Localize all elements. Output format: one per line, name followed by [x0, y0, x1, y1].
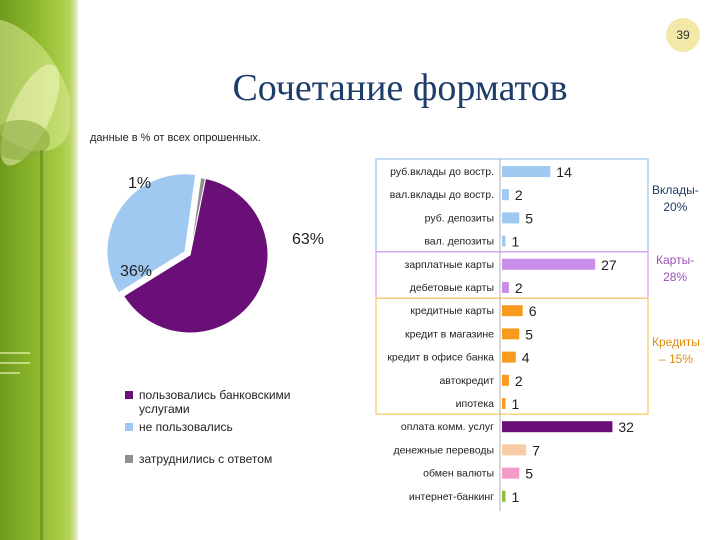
- bar: [502, 444, 527, 456]
- group-label-line: Вклады-: [652, 183, 699, 197]
- legend-swatch: [125, 455, 133, 463]
- bar-value-label: 5: [525, 210, 533, 226]
- bar-category-label: вал. депозиты: [424, 236, 494, 248]
- bar-value-label: 27: [601, 257, 617, 273]
- group-label: Вклады- 20%: [652, 182, 699, 216]
- bar-category-label: автокредит: [439, 375, 494, 387]
- bar-category-label: интернет-банкинг: [409, 491, 494, 503]
- bar-category-label: обмен валюты: [423, 468, 494, 480]
- bar: [502, 398, 506, 409]
- bar-category-label: ипотека: [456, 398, 495, 410]
- bar: [502, 189, 509, 201]
- bar-value-label: 1: [511, 396, 519, 412]
- bar: [502, 421, 613, 433]
- pie-slice: [106, 173, 197, 294]
- group-label-line: 28%: [663, 270, 688, 284]
- bar: [502, 212, 520, 224]
- legend-label: не пользовались: [139, 420, 233, 434]
- group-label-line: Карты-: [656, 253, 695, 267]
- bar: [502, 328, 520, 340]
- bar-category-label: оплата комм. услуг: [401, 421, 494, 433]
- bar-value-label: 2: [515, 187, 523, 203]
- decorative-stripe: [0, 372, 20, 374]
- bar: [502, 166, 551, 177]
- decorative-stripe: [0, 362, 30, 364]
- bar: [502, 282, 509, 293]
- pie-slice: [189, 177, 207, 256]
- pie-value-label: 1%: [128, 175, 151, 192]
- bar-value-label: 5: [525, 466, 533, 482]
- charts-canvas: 63%36%1%руб.вклады до востр. 14вал.вклады…: [106, 158, 649, 511]
- decorative-stem: [40, 150, 43, 540]
- bar-category-label: вал.вклады до востр.: [390, 189, 494, 201]
- bar-value-label: 2: [515, 373, 523, 389]
- bar-category-label: зарплатные карты: [405, 259, 494, 271]
- legend-swatch: [125, 423, 133, 431]
- bar-value-label: 1: [511, 489, 519, 505]
- bar-value-label: 6: [529, 303, 537, 319]
- bar-value-label: 14: [556, 164, 572, 180]
- pie-slice: [122, 177, 269, 334]
- bar-value-label: 32: [618, 419, 634, 435]
- bar: [502, 258, 596, 270]
- bar: [502, 351, 516, 363]
- bar-category-label: денежные переводы: [393, 444, 494, 456]
- bar-value-label: 1: [511, 234, 519, 250]
- group-label-line: 20%: [663, 200, 688, 214]
- group-label-line: – 15%: [658, 352, 693, 366]
- bar-category-label: дебетовые карты: [410, 282, 494, 294]
- bar-value-label: 4: [522, 350, 530, 366]
- group-label: Кредиты – 15%: [652, 334, 700, 368]
- decorative-stripe: [0, 352, 30, 354]
- bar-category-label: кредитные карты: [410, 305, 494, 317]
- group-label: Карты- 28%: [656, 252, 694, 286]
- decorative-side-band: [0, 0, 78, 540]
- legend-item: пользовались банковскими услугами: [125, 388, 325, 416]
- bar-value-label: 5: [525, 326, 533, 342]
- bar: [502, 305, 523, 317]
- legend-item: затруднились с ответом: [125, 452, 325, 466]
- bar: [502, 467, 520, 479]
- group-label-line: Кредиты: [652, 335, 700, 349]
- bar-value-label: 7: [532, 442, 540, 458]
- bar: [502, 374, 509, 386]
- pie-value-label: 36%: [120, 263, 152, 280]
- legend-item: не пользовались: [125, 420, 325, 434]
- bar: [502, 490, 506, 502]
- slide-title: Сочетание форматов: [232, 67, 568, 109]
- legend-label: затруднились с ответом: [139, 452, 273, 466]
- bar-value-label: 2: [515, 280, 523, 296]
- legend-swatch: [125, 391, 133, 399]
- page-number: 39: [666, 18, 700, 52]
- pie-value-label: 63%: [292, 231, 324, 248]
- chart-subtitle: данные в % от всех опрошенных.: [90, 132, 261, 144]
- decorative-edge: [70, 0, 78, 540]
- legend-label: пользовались банковскими услугами: [139, 388, 291, 416]
- bar-category-label: кредит в магазине: [405, 328, 494, 340]
- bar-category-label: руб.вклады до востр.: [390, 166, 494, 178]
- pie-legend: пользовались банковскими услугами не поль…: [125, 388, 325, 470]
- bar-category-label: кредит в офисе банка: [387, 352, 494, 364]
- bar-category-label: руб. депозиты: [425, 212, 494, 224]
- bar: [502, 235, 506, 247]
- group-box: [375, 297, 649, 415]
